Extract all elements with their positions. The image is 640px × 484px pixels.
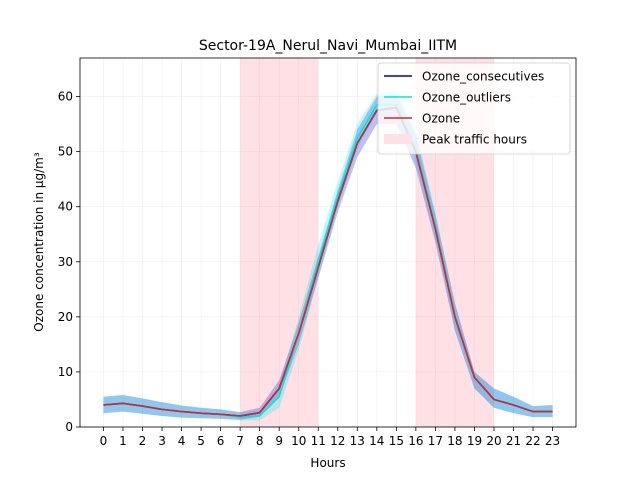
legend-label-ozone-outliers: Ozone_outliers [422,91,511,105]
x-tick-label: 8 [256,434,264,448]
legend-label-ozone: Ozone [422,112,460,126]
x-tick-label: 6 [217,434,225,448]
x-tick-label: 10 [291,434,306,448]
x-tick-label: 11 [311,434,326,448]
legend-label-peak-traffic-hours: Peak traffic hours [422,133,527,147]
x-tick-label: 5 [197,434,205,448]
x-tick-label: 13 [350,434,365,448]
y-axis: 0 10 20 30 40 50 60 [58,90,80,434]
y-tick-label: 10 [58,365,73,379]
y-axis-label: Ozone concentration in µg/m³ [32,152,46,332]
y-tick-label: 30 [58,255,73,269]
x-tick-label: 4 [178,434,186,448]
x-tick-label: 23 [545,434,560,448]
x-tick-label: 16 [408,434,423,448]
x-tick-label: 21 [506,434,521,448]
legend-swatch-peak-traffic-hours [384,134,412,144]
x-tick-label: 12 [330,434,345,448]
x-tick-label: 22 [525,434,540,448]
chart-title: Sector-19A_Nerul_Navi_Mumbai_IITM [199,38,457,54]
y-tick-label: 20 [58,310,73,324]
x-tick-label: 20 [486,434,501,448]
x-axis: 0 1 2 3 4 5 6 7 8 9 10 11 12 13 14 15 16 17 18 19 20 21 22 23 [100,427,560,448]
y-tick-label: 40 [58,200,73,214]
x-tick-label: 17 [428,434,443,448]
x-tick-label: 2 [139,434,147,448]
x-tick-label: 14 [369,434,384,448]
legend: Ozone_consecutives Ozone_outliers Ozone Pea… [377,62,571,155]
x-tick-label: 18 [447,434,462,448]
x-tick-label: 7 [236,434,244,448]
y-tick-label: 0 [65,420,73,434]
x-tick-label: 1 [119,434,127,448]
series-lines [103,104,553,418]
x-axis-label: Hours [310,456,345,470]
y-tick-label: 60 [58,90,73,104]
legend-label-ozone-consecutives: Ozone_consecutives [422,70,544,84]
x-tick-label: 3 [158,434,166,448]
x-tick-label: 15 [389,434,404,448]
y-tick-label: 50 [58,145,73,159]
legend-box [377,62,571,155]
plot-frame [79,57,577,428]
peak-traffic-band-1 [240,58,319,427]
series-line-ozone [103,106,553,417]
x-tick-label: 19 [467,434,482,448]
x-tick-label: 9 [275,434,283,448]
x-tick-label: 0 [100,434,108,448]
